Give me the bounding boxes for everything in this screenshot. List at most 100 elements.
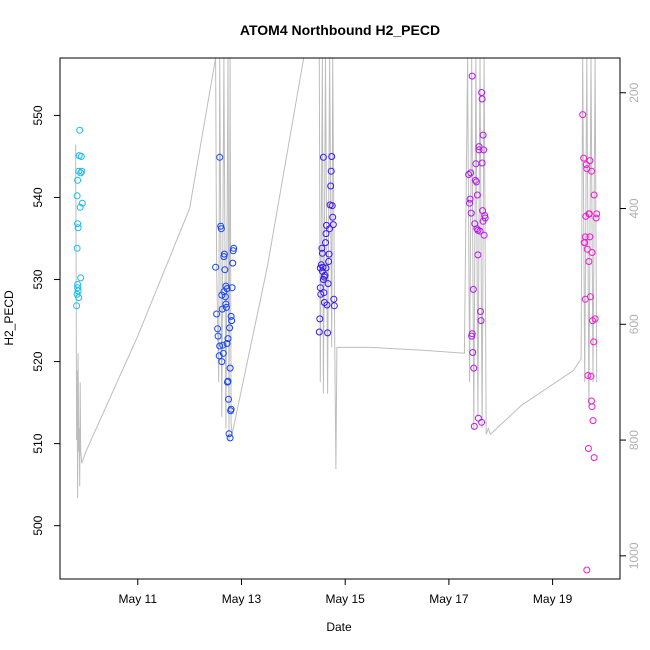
data-point [586, 233, 594, 241]
data-point [74, 224, 82, 232]
data-point [592, 214, 600, 222]
data-point [216, 153, 224, 161]
data-point [226, 324, 234, 332]
data-point [218, 358, 226, 366]
data-point [74, 287, 82, 295]
data-point [580, 154, 588, 162]
data-point [584, 372, 592, 379]
y2-tick-label: 200 [627, 82, 641, 102]
y-tick-label: 510 [31, 433, 45, 453]
secondary-y-axis: 200 400 600 800 1000 [619, 82, 641, 569]
data-point [470, 364, 478, 372]
data-point [478, 159, 486, 167]
data-point [586, 157, 594, 165]
data-point [468, 72, 476, 80]
data-point [480, 146, 488, 154]
data-point [225, 430, 233, 438]
x-tick-label: May 19 [533, 592, 573, 606]
data-point [583, 245, 591, 253]
data-point [73, 192, 81, 200]
data-point [214, 332, 222, 340]
data-point [477, 317, 485, 325]
data-point [322, 230, 330, 238]
data-point [585, 258, 593, 265]
chart-title: ATOM4 Northbound H2_PECD [240, 22, 440, 38]
data-point [75, 294, 83, 302]
x-tick-label: May 13 [222, 592, 262, 606]
data-point [591, 315, 599, 323]
data-point [224, 335, 232, 343]
data-point [78, 199, 86, 207]
data-point [590, 191, 598, 199]
y-tick-label: 540 [31, 187, 45, 207]
data-point [330, 295, 338, 303]
data-point [473, 191, 481, 199]
data-point [472, 178, 480, 186]
data-point [73, 290, 81, 298]
data-point [225, 395, 232, 403]
data-point [322, 239, 329, 247]
data-point [328, 153, 336, 160]
data-point [220, 250, 228, 258]
data-point [224, 377, 232, 385]
plot-frame [59, 57, 621, 580]
data-point [479, 131, 487, 139]
data-point [465, 171, 473, 178]
data-point [327, 182, 335, 190]
data-point [221, 293, 229, 301]
data-point [583, 566, 591, 574]
data-point [470, 422, 478, 430]
y-axis-label: H2_PECD [2, 290, 16, 346]
data-point [581, 233, 589, 241]
x-tick-label: May 11 [119, 592, 158, 606]
data-point [219, 341, 227, 349]
data-point [228, 317, 236, 325]
data-point [77, 169, 85, 177]
data-point [73, 302, 81, 310]
data-point [469, 349, 477, 356]
data-point [322, 264, 330, 272]
data-point [579, 111, 587, 119]
data-point [218, 305, 226, 313]
data-point [474, 251, 482, 259]
data-point [318, 244, 326, 252]
data-point [222, 303, 230, 311]
data-point [585, 210, 593, 218]
data-point [593, 210, 601, 218]
y-tick-label: 520 [31, 351, 45, 371]
y2-tick-label: 1000 [627, 542, 641, 569]
data-point [475, 143, 483, 151]
data-point [326, 225, 334, 233]
x-tick-label: May 17 [429, 592, 469, 606]
data-point [222, 282, 230, 290]
x-axis: May 11 May 13 May 15 May 17 May 19 [119, 578, 573, 606]
data-point [212, 263, 220, 271]
data-point [75, 167, 83, 175]
data-point [229, 259, 237, 267]
y2-tick-label: 600 [627, 314, 641, 334]
y-tick-label: 530 [31, 269, 45, 289]
data-point [77, 153, 85, 160]
data-point [324, 329, 332, 337]
data-point [78, 167, 86, 175]
data-point [73, 244, 81, 252]
data-point [74, 284, 82, 292]
data-point [219, 349, 227, 357]
data-point [316, 315, 324, 323]
y-tick-label: 500 [31, 515, 45, 535]
data-point [481, 214, 489, 222]
x-tick-label: May 15 [326, 592, 366, 606]
data-point [216, 342, 224, 350]
data-point [582, 161, 590, 169]
data-point [74, 220, 82, 228]
data-point [229, 247, 237, 255]
data-point [328, 202, 336, 210]
data-point [74, 281, 82, 288]
data-point [320, 299, 328, 306]
data-point [467, 169, 475, 177]
data-point [223, 340, 231, 347]
data-point [77, 274, 85, 282]
y2-tick-label: 800 [627, 430, 641, 450]
data-point [471, 176, 479, 184]
